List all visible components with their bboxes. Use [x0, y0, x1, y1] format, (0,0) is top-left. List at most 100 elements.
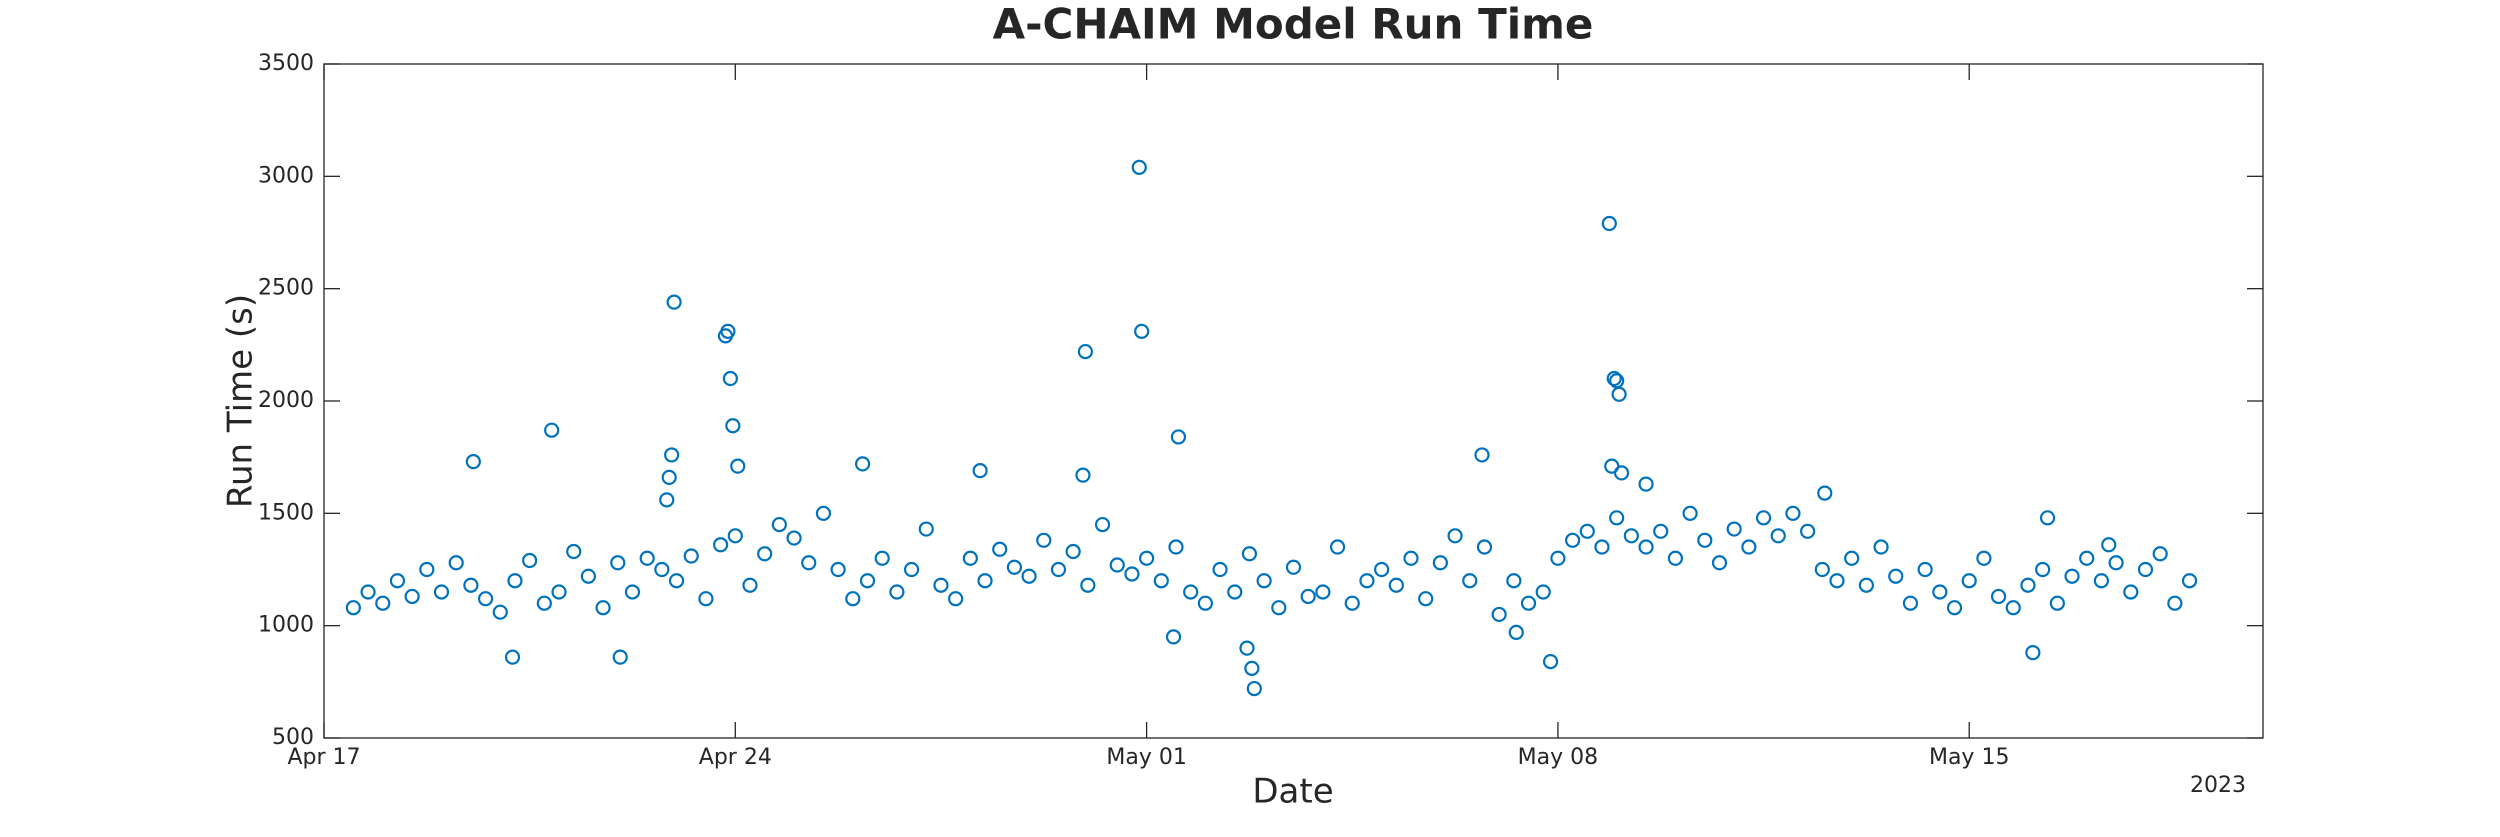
point	[465, 454, 481, 470]
point	[1888, 568, 1904, 584]
point	[610, 555, 626, 571]
y-tick-label: 1500	[258, 500, 314, 525]
point	[566, 543, 582, 560]
point	[918, 521, 934, 537]
point	[1131, 159, 1147, 175]
point	[1329, 539, 1346, 555]
point	[1021, 568, 1037, 584]
point	[2020, 577, 2036, 593]
point	[1829, 573, 1845, 589]
point	[1183, 584, 1199, 600]
point	[977, 573, 993, 589]
point	[1374, 561, 1390, 578]
point	[1474, 447, 1490, 463]
point	[2108, 555, 2124, 571]
point	[903, 561, 920, 578]
point	[1476, 539, 1493, 555]
x-tick-label: Apr 17	[287, 745, 360, 770]
point	[1535, 584, 1551, 600]
point	[713, 537, 729, 553]
point	[1094, 516, 1111, 533]
point	[972, 463, 988, 479]
point	[375, 595, 391, 611]
point	[1285, 559, 1302, 575]
point	[2152, 546, 2168, 562]
point	[1579, 523, 1595, 539]
point	[492, 604, 508, 620]
point	[1080, 577, 1096, 593]
x-tick-label: May 01	[1106, 745, 1186, 770]
point	[717, 328, 734, 344]
point	[1741, 539, 1757, 555]
point	[433, 584, 450, 600]
point	[1623, 528, 1639, 544]
y-tick-label: 2500	[258, 276, 314, 301]
point	[1227, 584, 1243, 600]
point	[2039, 510, 2056, 526]
plot-frame	[323, 63, 2264, 739]
point	[504, 649, 521, 665]
point	[1139, 550, 1155, 566]
point	[1241, 546, 1258, 562]
point	[727, 528, 743, 544]
point	[1770, 528, 1786, 544]
point	[1065, 543, 1081, 560]
x-year-label: 2023	[2190, 773, 2246, 798]
point	[580, 568, 597, 584]
point	[1212, 561, 1228, 578]
chart-title: A-CHAIM Model Run Time	[993, 0, 1594, 49]
point	[659, 492, 675, 508]
point	[2035, 561, 2051, 578]
point	[1403, 550, 1419, 566]
point	[1109, 557, 1125, 573]
point	[730, 458, 746, 474]
point	[639, 550, 655, 566]
point	[1800, 523, 1816, 539]
point	[1755, 510, 1772, 526]
point	[1170, 429, 1187, 445]
point	[1246, 680, 1262, 697]
point	[859, 573, 876, 589]
point	[1638, 539, 1654, 555]
point	[725, 418, 741, 434]
point	[612, 649, 628, 665]
point	[757, 546, 773, 562]
x-tick-label: May 15	[1929, 745, 2009, 770]
point	[771, 516, 787, 533]
point	[1036, 532, 1052, 548]
point	[786, 530, 802, 546]
point	[1601, 215, 1617, 232]
point	[1946, 600, 1963, 616]
point	[1638, 476, 1654, 492]
point	[830, 561, 846, 578]
point	[2123, 584, 2139, 600]
point	[536, 595, 552, 611]
point	[1300, 588, 1316, 605]
point	[1359, 573, 1375, 589]
y-tick-label: 3000	[258, 163, 314, 188]
point	[624, 584, 641, 600]
point	[1697, 532, 1713, 548]
point	[2093, 573, 2110, 589]
point	[360, 584, 376, 600]
y-tick-label: 500	[272, 725, 314, 750]
point	[1271, 600, 1287, 616]
point	[1564, 532, 1581, 548]
point	[1932, 584, 1948, 600]
point	[1418, 591, 1434, 607]
point	[654, 561, 670, 578]
y-tick-label: 2000	[258, 388, 314, 413]
point	[1594, 539, 1610, 555]
point	[933, 577, 949, 593]
point	[1542, 654, 1559, 670]
point	[992, 541, 1008, 557]
point	[1432, 555, 1448, 571]
point	[1902, 595, 1919, 611]
point	[1388, 577, 1404, 593]
point	[1550, 550, 1566, 566]
point	[1606, 370, 1622, 387]
point	[1239, 640, 1255, 656]
point	[845, 591, 861, 607]
